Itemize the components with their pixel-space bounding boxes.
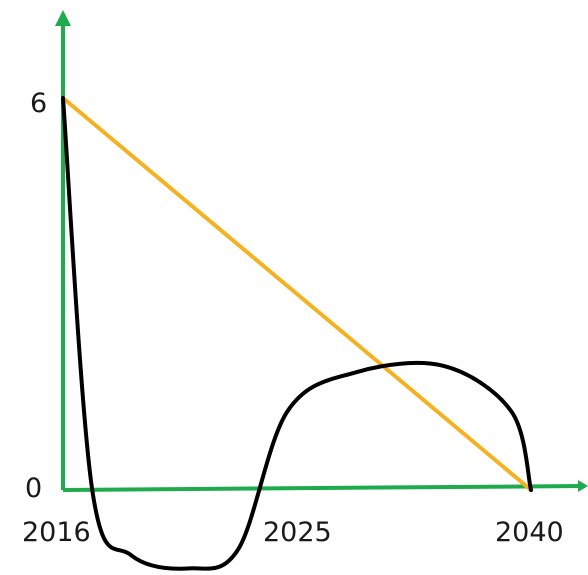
y-axis-arrowhead <box>55 10 71 26</box>
x-axis <box>62 484 584 492</box>
black-curve-series <box>61 96 533 571</box>
x-tick-label-2040: 2040 <box>495 517 564 548</box>
x-axis-arrowhead <box>578 480 588 492</box>
series-layer <box>61 96 533 571</box>
axes <box>55 10 588 492</box>
y-tick-label-6: 6 <box>30 88 47 119</box>
tick-labels: 6 0 2016 2025 2040 <box>22 88 564 548</box>
x-tick-label-2016: 2016 <box>22 517 91 548</box>
x-tick-label-2025: 2025 <box>263 517 332 548</box>
orange-line-series <box>61 96 533 492</box>
y-tick-label-0: 0 <box>25 473 42 504</box>
